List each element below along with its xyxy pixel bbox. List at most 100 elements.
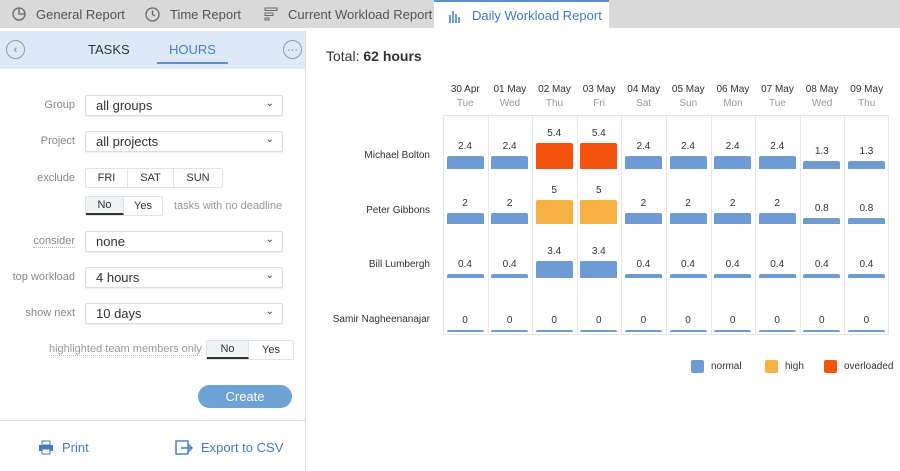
weekday-label: Fri xyxy=(593,98,605,109)
group-select[interactable]: all groups ⌄ xyxy=(85,95,283,116)
bar-normal[interactable] xyxy=(714,156,752,169)
tab-tasks[interactable]: TASKS xyxy=(88,42,130,57)
bar-normal[interactable] xyxy=(847,218,885,224)
column-header: 06 May Mon xyxy=(711,83,756,111)
bar-normal[interactable] xyxy=(491,213,529,224)
bar-normal[interactable] xyxy=(669,274,707,278)
bar-normal[interactable] xyxy=(624,213,662,224)
date-label: 04 May xyxy=(627,84,661,95)
bar-normal[interactable] xyxy=(803,274,841,278)
bar-normal[interactable] xyxy=(758,274,796,278)
show-next-label: show next xyxy=(25,307,75,319)
bar-normal[interactable] xyxy=(580,330,618,332)
printer-icon xyxy=(39,440,53,455)
data-label: 0 xyxy=(551,315,557,326)
bar-normal[interactable] xyxy=(624,330,662,332)
tab-general-report[interactable]: General Report xyxy=(12,0,125,28)
clock-icon xyxy=(145,6,160,22)
bar-normal[interactable] xyxy=(669,213,707,224)
bar-normal[interactable] xyxy=(446,213,484,224)
date-label: 30 Apr xyxy=(450,84,480,95)
bar-overloaded[interactable] xyxy=(535,142,573,169)
bar-normal[interactable] xyxy=(847,330,885,332)
bar-normal[interactable] xyxy=(491,330,529,332)
exclude-sat[interactable]: SAT xyxy=(128,169,174,187)
bar-normal[interactable] xyxy=(803,161,841,169)
exclude-sun[interactable]: SUN xyxy=(186,172,210,184)
show-next-value: 10 days xyxy=(96,306,142,321)
bar-normal[interactable] xyxy=(714,274,752,278)
exclude-fri[interactable]: FRI xyxy=(86,169,128,187)
legend-swatch xyxy=(691,360,704,373)
bar-normal[interactable] xyxy=(714,330,752,332)
bar-normal[interactable] xyxy=(446,274,484,278)
data-label: 0 xyxy=(506,315,513,326)
tab-hours[interactable]: HOURS xyxy=(157,42,228,64)
exclude-label: exclude xyxy=(37,172,75,184)
bar-overloaded[interactable] xyxy=(580,142,618,169)
create-button[interactable]: Create xyxy=(198,385,292,408)
member-name: Peter Gibbons xyxy=(366,205,430,216)
print-button[interactable]: Print xyxy=(38,440,89,455)
bar-normal[interactable] xyxy=(847,274,885,278)
bar-normal[interactable] xyxy=(803,218,841,224)
top-workload-select[interactable]: 4 hours ⌄ xyxy=(85,267,283,288)
data-label: 0 xyxy=(685,315,691,326)
tab-label: General Report xyxy=(36,6,125,22)
data-label: 5 xyxy=(551,184,557,196)
data-label: 2 xyxy=(729,198,736,209)
bar-normal[interactable] xyxy=(714,213,752,224)
legend-item: overloaded xyxy=(824,360,893,373)
bar-normal[interactable] xyxy=(580,260,618,278)
data-label: 2 xyxy=(774,198,780,209)
bar-normal[interactable] xyxy=(669,156,707,169)
weekday-label: Sat xyxy=(636,98,652,109)
bar-normal[interactable] xyxy=(535,260,573,278)
back-icon[interactable]: ‹ xyxy=(6,40,25,59)
grid-line xyxy=(844,116,846,334)
bar-normal[interactable] xyxy=(847,161,885,169)
project-select[interactable]: all projects ⌄ xyxy=(85,131,283,152)
legend-swatch xyxy=(824,360,837,373)
bar-normal[interactable] xyxy=(491,156,529,169)
tab-time-report[interactable]: Time Report xyxy=(145,0,241,28)
bar-normal[interactable] xyxy=(535,330,573,332)
bar-high[interactable] xyxy=(535,199,573,224)
data-label: 0.8 xyxy=(814,203,829,215)
data-label: 2.4 xyxy=(502,141,517,153)
bar-normal[interactable] xyxy=(624,274,662,278)
bar-normal[interactable] xyxy=(446,330,484,332)
consider-select[interactable]: none ⌄ xyxy=(85,231,283,252)
data-label: 3.4 xyxy=(547,245,562,257)
data-label: 0.4 xyxy=(458,259,472,271)
data-label: 0.4 xyxy=(502,259,517,271)
tab-daily-workload-report[interactable]: Daily Workload Report xyxy=(434,0,609,29)
bar-normal[interactable] xyxy=(803,330,841,332)
bar-normal[interactable] xyxy=(758,156,796,169)
bar-normal[interactable] xyxy=(624,156,662,169)
column-header: 04 May Sat xyxy=(621,83,666,111)
bar-normal[interactable] xyxy=(669,330,707,332)
show-next-select[interactable]: 10 days ⌄ xyxy=(85,303,283,324)
tab-current-workload-report[interactable]: Current Workload Report xyxy=(264,0,432,28)
column-header: 03 May Fri xyxy=(577,83,622,111)
no-deadline-yes[interactable]: Yes xyxy=(134,200,152,212)
column-header: 09 May Thu xyxy=(844,83,889,111)
highlighted-no[interactable]: No xyxy=(207,341,249,359)
bar-normal[interactable] xyxy=(491,274,529,278)
bar-normal[interactable] xyxy=(446,156,484,169)
legend-label: overloaded xyxy=(844,361,894,372)
bar-high[interactable] xyxy=(580,199,618,224)
bar-normal[interactable] xyxy=(758,330,796,332)
bar-normal[interactable] xyxy=(758,213,796,224)
data-label: 2 xyxy=(506,198,513,209)
grid-line xyxy=(799,116,801,334)
more-icon[interactable]: ··· xyxy=(283,40,302,59)
project-value: all projects xyxy=(96,134,159,149)
export-csv-button[interactable]: Export to CSV xyxy=(175,440,283,455)
data-label: 0 xyxy=(729,315,736,326)
highlighted-yes[interactable]: Yes xyxy=(262,344,280,356)
no-deadline-no[interactable]: No xyxy=(86,197,124,215)
data-label: 2 xyxy=(640,198,647,209)
grid-line xyxy=(755,116,757,334)
